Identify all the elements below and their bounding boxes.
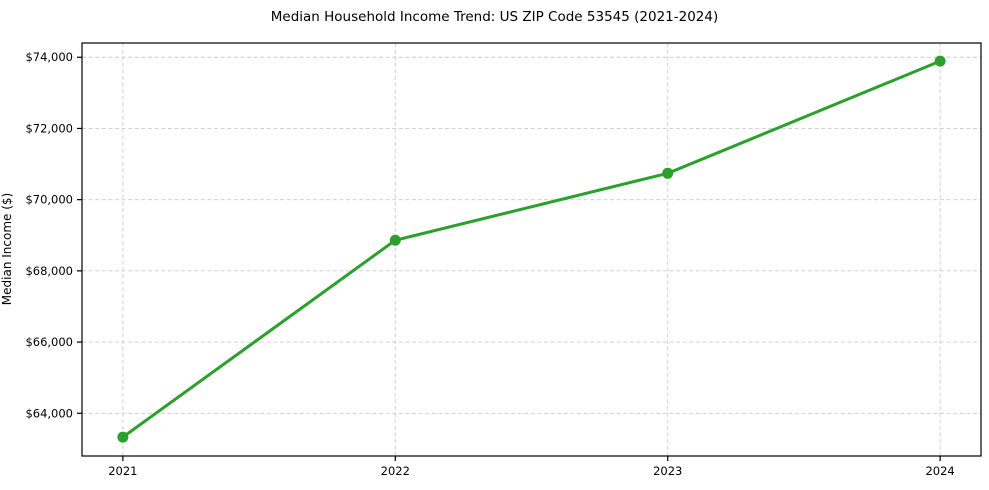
- y-tick-label: $72,000: [25, 121, 73, 135]
- x-tick-label: 2023: [653, 464, 682, 478]
- x-tick-label: 2024: [925, 464, 954, 478]
- data-point-marker: [389, 234, 401, 246]
- y-tick-label: $68,000: [25, 264, 73, 278]
- x-tick-label: 2021: [108, 464, 137, 478]
- chart-title: Median Household Income Trend: US ZIP Co…: [270, 9, 719, 25]
- data-line: [121, 59, 942, 439]
- y-axis-label: Median Income ($): [0, 192, 14, 306]
- y-tick-label: $64,000: [25, 406, 73, 420]
- data-point-marker: [934, 55, 946, 67]
- y-tick-label: $70,000: [25, 193, 73, 207]
- x-tick-label: 2022: [381, 464, 410, 478]
- data-point-marker: [662, 167, 674, 179]
- y-tick-label: $74,000: [25, 50, 73, 64]
- plot-border: [81, 42, 982, 457]
- data-point-marker: [117, 431, 129, 443]
- y-tick-label: $66,000: [25, 335, 73, 349]
